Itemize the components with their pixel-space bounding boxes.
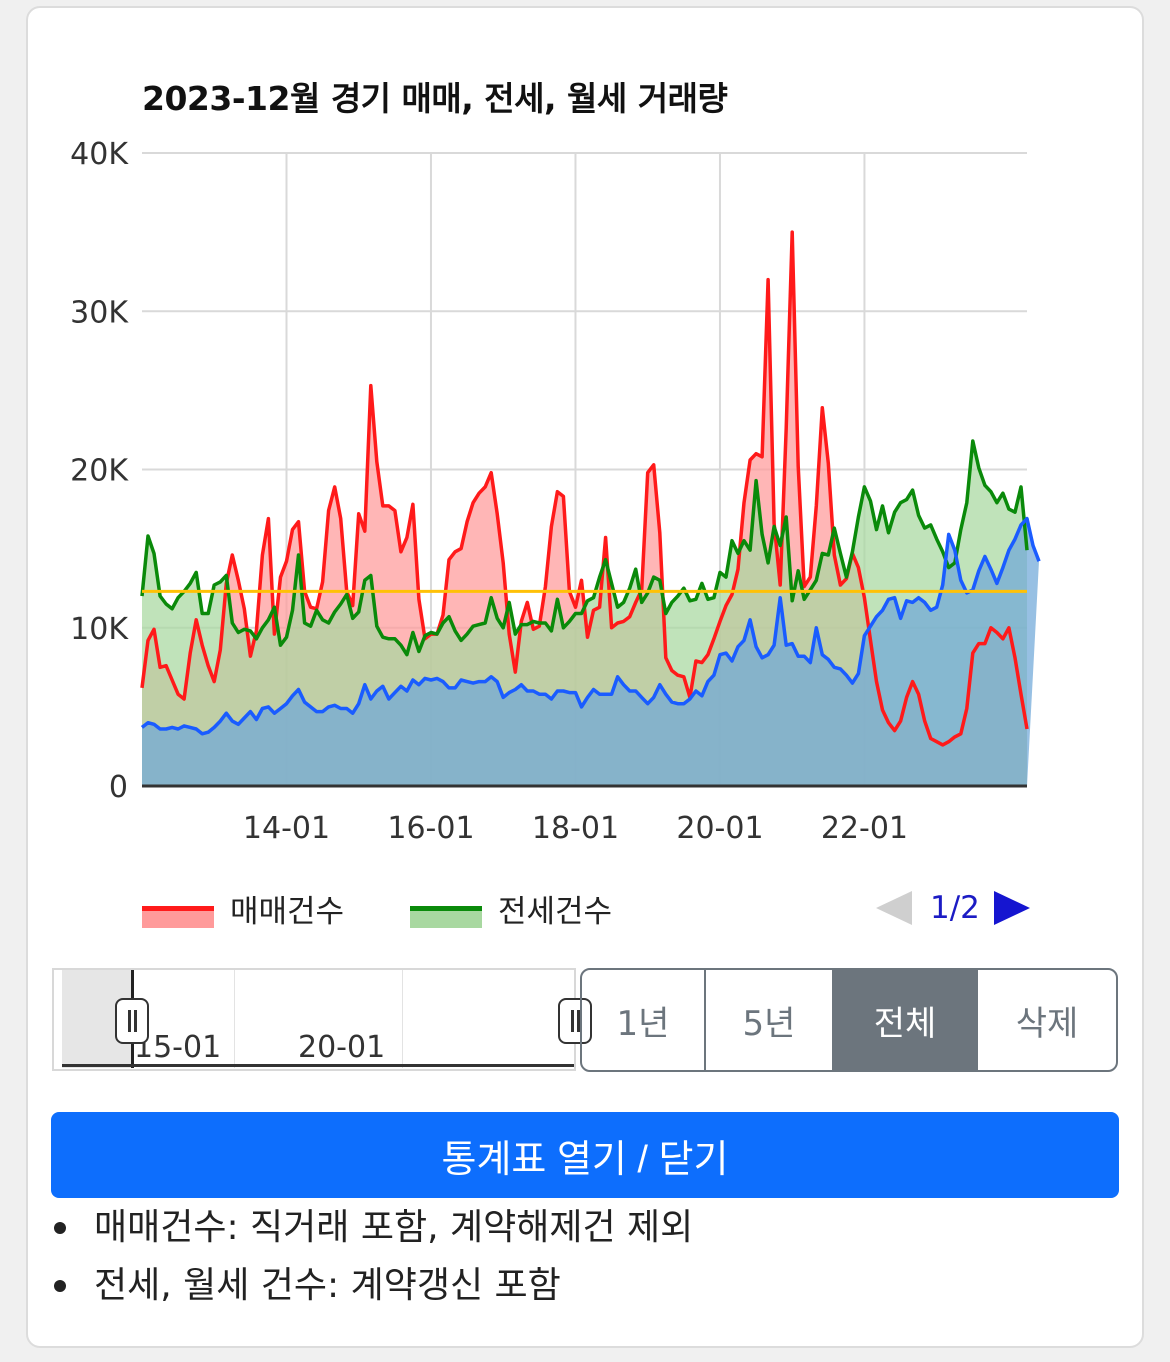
range-button-delete[interactable]: 삭제 [1015, 1003, 1079, 1044]
notes-list: 매매건수: 직거래 포함, 계약해제건 제외 전세, 월세 건수: 계약갱신 포… [52, 1203, 693, 1319]
x-tick-label: 22-01 [821, 811, 908, 846]
note-text: 매매건수: 직거래 포함, 계약해제건 제외 [94, 1207, 694, 1248]
x-tick-label: 20-01 [676, 811, 763, 846]
y-tick-label: 10K [70, 612, 129, 647]
x-tick-label: 18-01 [532, 811, 619, 846]
chart-title: 2023-12월 경기 매매, 전세, 월세 거래량 [142, 79, 728, 118]
note-text: 전세, 월세 건수: 계약갱신 포함 [94, 1265, 561, 1306]
note-item: 전세, 월세 건수: 계약갱신 포함 [52, 1261, 693, 1319]
y-tick-label: 30K [70, 295, 129, 330]
y-tick-label: 20K [70, 454, 129, 489]
legend-line-sale [142, 906, 214, 911]
line-jeonse [140, 439, 1029, 657]
chart-area: 0 10K 20K 30K 40K 14-01 16-01 18-01 20-01 22-01 [70, 137, 1041, 846]
bullet-icon [54, 1280, 66, 1292]
navigator-label: 20-01 [298, 1030, 386, 1065]
navigator-left-handle[interactable] [115, 998, 149, 1044]
range-button-all[interactable]: 전체 [834, 970, 978, 1070]
line-wolse [140, 516, 1041, 736]
pager-page-number: 1/2 [930, 890, 980, 926]
area-wolse [142, 518, 1039, 786]
y-tick-label: 40K [70, 137, 129, 172]
y-tick-label: 0 [109, 770, 128, 805]
legend-line-jeonse [410, 906, 482, 911]
range-navigator[interactable]: 15-01 20-01 [52, 968, 592, 1071]
range-button-group: 1년 5년 전체 삭제 [580, 968, 1118, 1072]
legend-swatch-sale [142, 906, 214, 928]
pager-prev-icon[interactable] [876, 891, 912, 925]
bullet-icon [54, 1222, 66, 1234]
legend-label-jeonse: 전세건수 [498, 894, 613, 930]
x-tick-label: 14-01 [243, 811, 330, 846]
navigator-right-handle[interactable] [558, 998, 592, 1044]
x-tick-label: 16-01 [387, 811, 474, 846]
pager-next-icon[interactable] [994, 891, 1030, 925]
range-button-1y[interactable]: 1년 [582, 970, 706, 1070]
navigator-divider [402, 970, 403, 1068]
range-button-5y[interactable]: 5년 [706, 970, 834, 1070]
note-item: 매매건수: 직거래 포함, 계약해제건 제외 [52, 1203, 693, 1261]
navigator-baseline [62, 1064, 574, 1067]
toggle-table-button[interactable]: 통계표 열기 / 닫기 [51, 1112, 1119, 1198]
legend-label-sale: 매매건수 [230, 894, 345, 930]
legend-swatch-jeonse [410, 906, 482, 928]
navigator-divider [234, 970, 235, 1068]
